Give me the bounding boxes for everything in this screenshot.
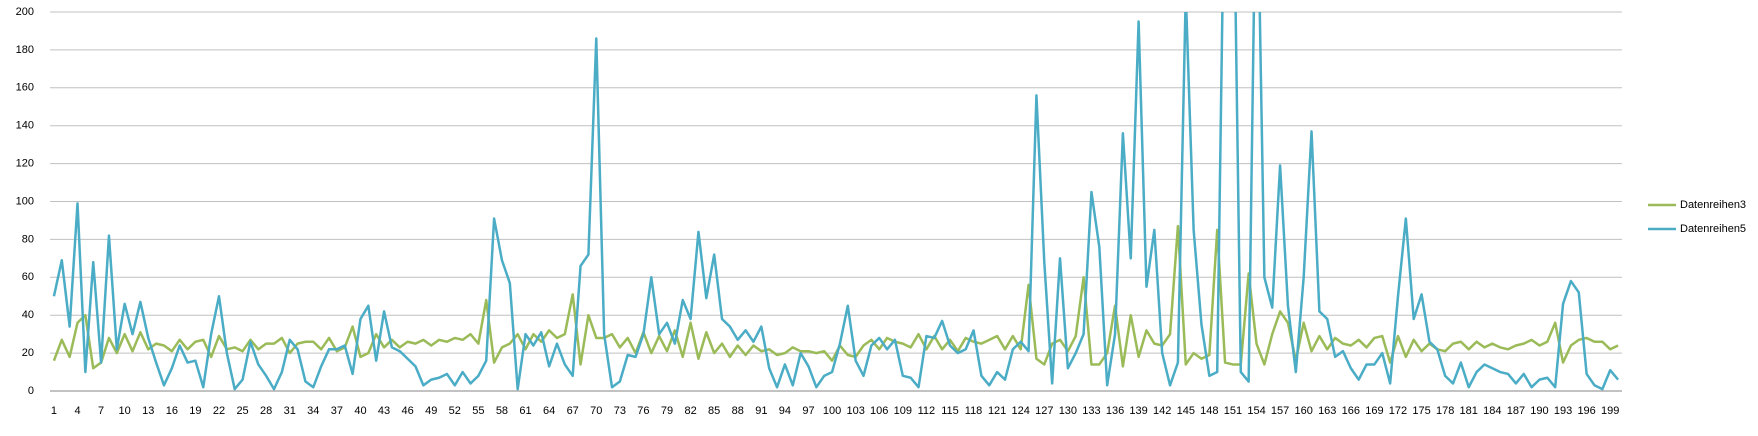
series-line [52,224,1619,370]
x-tick-label: 193 [1554,405,1572,417]
x-tick-label: 136 [1106,405,1124,417]
x-tick-label: 157 [1271,405,1289,417]
grid [50,11,1622,392]
x-tick-label: 142 [1153,405,1171,417]
x-tick-label: 58 [496,405,508,417]
x-tick-label: 7 [98,405,104,417]
y-tick-label: 120 [16,158,34,170]
x-tick-label: 43 [378,405,390,417]
x-tick-label: 199 [1601,405,1619,417]
x-tick-label: 118 [965,405,983,417]
x-tick-label: 130 [1059,405,1077,417]
x-tick-label: 166 [1342,405,1360,417]
x-tick-label: 121 [988,405,1006,417]
x-tick-label: 67 [567,405,579,417]
x-tick-label: 154 [1247,405,1265,417]
x-tick-label: 112 [918,405,936,417]
x-tick-label: 28 [260,405,272,417]
x-tick-label: 103 [846,405,864,417]
x-tick-label: 1 [51,405,57,417]
labels: 0 20 40 60 80 100 120 140 160 180 200 1 4 7 10 13 16 19 22… [16,6,1746,417]
y-tick-label: 200 [16,6,34,18]
x-tick-label: 178 [1436,405,1454,417]
x-tick-label: 82 [684,405,696,417]
x-tick-label: 10 [119,405,131,417]
x-tick-label: 190 [1530,405,1548,417]
x-tick-label: 85 [708,405,720,417]
x-tick-label: 148 [1200,405,1218,417]
x-tick-label: 88 [732,405,744,417]
x-tick-label: 109 [894,405,912,417]
y-tick-label: 180 [16,44,34,56]
x-tick-label: 196 [1577,405,1595,417]
y-tick-label: 0 [28,385,34,397]
x-tick-label: 163 [1318,405,1336,417]
x-tick-label: 94 [779,405,791,417]
x-tick-label: 73 [614,405,626,417]
x-tick-label: 106 [870,405,888,417]
x-tick-label: 70 [590,405,602,417]
x-tick-label: 13 [142,405,154,417]
x-tick-label: 61 [519,405,531,417]
x-tick-label: 181 [1460,405,1478,417]
x-tick-label: 184 [1483,405,1501,417]
x-tick-label: 34 [307,405,319,417]
x-tick-label: 79 [661,405,673,417]
y-tick-label: 40 [22,309,34,321]
x-tick-label: 19 [189,405,201,417]
x-tick-label: 31 [284,405,296,417]
x-tick-label: 37 [331,405,343,417]
y-tick-label: 160 [16,82,34,94]
x-tick-label: 172 [1389,405,1407,417]
x-tick-label: 49 [425,405,437,417]
y-tick-label: 100 [16,195,34,207]
x-tick-label: 22 [213,405,225,417]
x-tick-label: 76 [637,405,649,417]
y-tick-label: 80 [22,233,34,245]
x-tick-label: 16 [166,405,178,417]
x-tick-label: 175 [1412,405,1430,417]
legend-label: Datenreihen3 [1680,199,1746,211]
x-tick-label: 64 [543,405,555,417]
y-tick-label: 60 [22,271,34,283]
x-tick-label: 139 [1129,405,1147,417]
x-tick-label: 91 [755,405,767,417]
x-tick-label: 145 [1177,405,1195,417]
x-tick-label: 40 [354,405,366,417]
x-tick-label: 55 [472,405,484,417]
x-tick-label: 52 [449,405,461,417]
x-tick-label: 127 [1035,405,1053,417]
y-tick-label: 20 [22,347,34,359]
x-tick-label: 4 [74,405,80,417]
legend-label: Datenreihen5 [1680,223,1746,235]
x-tick-label: 100 [823,405,841,417]
x-tick-label: 97 [802,405,814,417]
x-tick-label: 151 [1224,405,1242,417]
x-tick-label: 115 [941,405,959,417]
x-tick-label: 160 [1294,405,1312,417]
plot-lines [52,12,1620,391]
x-tick-label: 187 [1507,405,1525,417]
x-tick-label: 169 [1365,405,1383,417]
x-tick-label: 124 [1012,405,1030,417]
x-tick-label: 133 [1082,405,1100,417]
x-tick-label: 25 [236,405,248,417]
x-tick-label: 46 [402,405,414,417]
series-line [52,12,1620,391]
y-tick-label: 140 [16,120,34,132]
